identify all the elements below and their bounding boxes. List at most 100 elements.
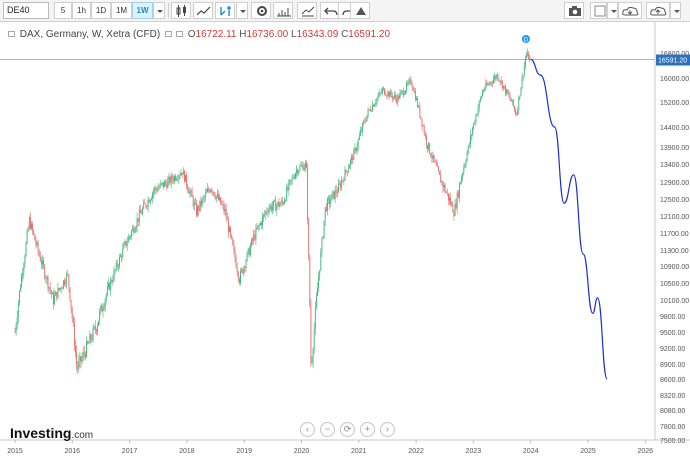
candle-body — [499, 80, 501, 83]
candle-body — [187, 185, 189, 190]
undo-icon[interactable] — [320, 2, 340, 19]
candle-body — [432, 155, 434, 159]
candle-body — [201, 198, 203, 206]
candle-body — [412, 86, 414, 92]
collapse-icon[interactable] — [8, 31, 15, 38]
candle-body — [190, 190, 192, 192]
candle-body — [180, 172, 182, 176]
candle-body — [343, 179, 345, 181]
timeframe-dropdown-icon[interactable] — [153, 2, 165, 19]
candle-body — [223, 204, 225, 212]
x-tick-label: 2015 — [7, 448, 23, 455]
candle-body — [398, 95, 400, 99]
candle-body — [77, 364, 79, 369]
candle-body — [147, 199, 149, 207]
y-tick-label: 13400.00 — [660, 162, 689, 169]
candle-body — [58, 287, 60, 290]
cloud-upload-icon[interactable] — [646, 2, 670, 19]
candle-body — [376, 98, 378, 103]
candle-body — [225, 208, 227, 219]
candle-body — [410, 79, 412, 84]
timeframe-1m-button[interactable]: 1M — [111, 2, 132, 19]
candle-body — [73, 323, 75, 347]
candle-body — [511, 99, 513, 102]
candle-body — [202, 197, 204, 199]
cloud-dropdown-icon[interactable] — [670, 2, 681, 19]
candle-body — [515, 109, 516, 115]
price-chart[interactable]: 16800.00 16000.00 15200.00 14400.00 13900.00… — [0, 22, 690, 458]
candle-body — [40, 261, 42, 265]
layout-dropdown-icon[interactable] — [607, 2, 618, 19]
studies-icon[interactable] — [273, 2, 293, 19]
line-chart-icon[interactable] — [193, 2, 213, 19]
timeframe-1w-button[interactable]: 1W — [132, 2, 153, 19]
candle-body — [455, 204, 457, 208]
candle-body — [315, 296, 317, 308]
candle-body — [21, 275, 23, 288]
candle-body — [479, 98, 481, 102]
cloud-download-icon[interactable] — [618, 2, 642, 19]
candle-body — [446, 192, 448, 194]
candle-body — [510, 99, 512, 102]
chart-area[interactable]: 16800.00 16000.00 15200.00 14400.00 13900.00… — [0, 22, 690, 458]
y-tick-label: 9500.00 — [660, 330, 685, 337]
candle-body — [367, 109, 369, 116]
candle-body — [275, 200, 277, 211]
zoom-out-button[interactable]: − — [320, 422, 335, 437]
settings-icon[interactable] — [251, 2, 271, 19]
candle-body — [186, 175, 188, 186]
close-box-icon[interactable] — [175, 31, 183, 38]
reset-button[interactable]: ⟳ — [340, 422, 355, 437]
draw-icon[interactable] — [350, 2, 370, 19]
candle-body — [356, 147, 358, 152]
candle-body — [462, 173, 464, 178]
timeframe-1h-button[interactable]: 1h — [72, 2, 91, 19]
indicators-dropdown-icon[interactable] — [236, 2, 248, 19]
timeframe-1d-button[interactable]: 1D — [91, 2, 111, 19]
scroll-right-button[interactable]: › — [380, 422, 395, 437]
zoom-in-button[interactable]: + — [360, 422, 375, 437]
candle-body — [288, 181, 290, 190]
scroll-left-button[interactable]: ‹ — [300, 422, 315, 437]
candle-body — [31, 223, 32, 229]
candle-body — [325, 207, 327, 212]
open-value: 16722.11 — [195, 29, 237, 40]
y-tick-label: 10900.00 — [660, 264, 689, 271]
candle-body — [60, 287, 62, 289]
candle-body — [183, 170, 185, 182]
camera-icon[interactable] — [564, 2, 584, 19]
candle-body — [34, 234, 36, 241]
candle-body — [522, 75, 524, 77]
y-tick-label: 7800.00 — [660, 424, 685, 431]
logo-suffix: .com — [71, 430, 94, 441]
last-price-label: 16591.20 — [658, 58, 687, 65]
candle-body — [49, 287, 51, 291]
compare-icon[interactable] — [297, 2, 317, 19]
candle-body — [203, 197, 205, 199]
candle-body — [188, 189, 190, 194]
timeframe-5-button[interactable]: 5 — [54, 2, 72, 19]
candle-body — [401, 90, 403, 92]
candle-body — [86, 341, 87, 357]
candle-body — [323, 220, 325, 237]
candle-body — [14, 332, 16, 333]
candle-body — [353, 150, 355, 161]
candle-body — [334, 190, 336, 200]
y-tick-label: 16800.00 — [660, 51, 689, 58]
symbol-input[interactable]: DE40 — [3, 2, 49, 19]
settings-box-icon[interactable] — [164, 31, 172, 38]
candle-body — [205, 191, 207, 194]
candle-body — [136, 218, 138, 228]
candle-body — [196, 203, 197, 216]
candle-body — [16, 317, 18, 326]
candle-body — [194, 202, 196, 204]
candle-body — [265, 211, 267, 215]
candle-body — [121, 255, 123, 258]
indicators-icon[interactable] — [215, 2, 235, 19]
candles-icon[interactable] — [171, 2, 191, 19]
candle-body — [463, 167, 465, 174]
candle-body — [435, 162, 437, 166]
candle-body — [318, 277, 320, 289]
candle-body — [26, 231, 28, 244]
layout-icon[interactable] — [590, 2, 607, 19]
